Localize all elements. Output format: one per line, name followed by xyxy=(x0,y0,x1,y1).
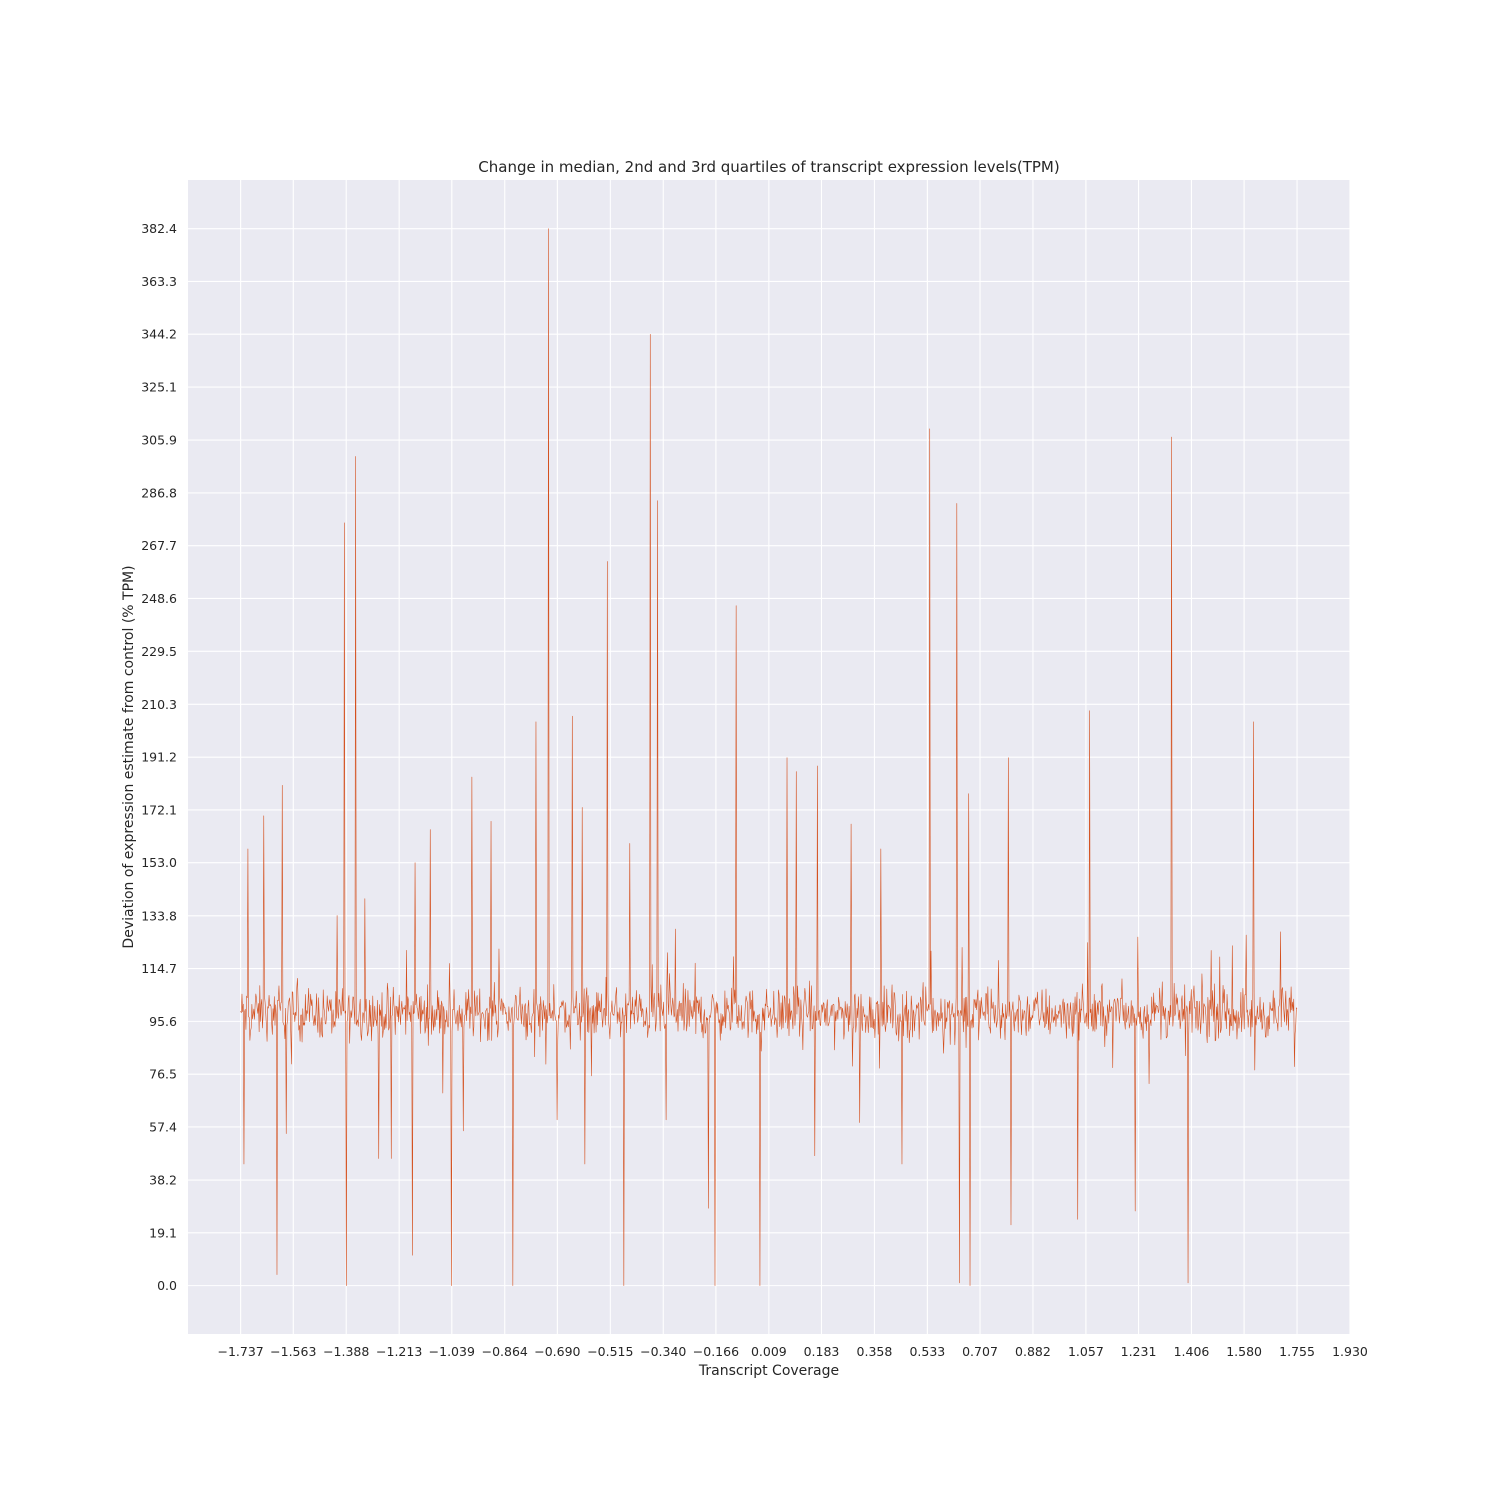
y-tick-label: 363.3 xyxy=(141,274,177,289)
x-tick-label: 0.358 xyxy=(857,1344,893,1359)
x-tick-label: 1.580 xyxy=(1226,1344,1262,1359)
x-tick-label: 1.057 xyxy=(1068,1344,1104,1359)
x-tick-labels: −1.737 −1.563 −1.388 −1.213 −1.039 −0.864 −0.6… xyxy=(218,1344,1368,1359)
y-tick-label: 133.8 xyxy=(141,908,177,923)
x-tick-label: 1.406 xyxy=(1174,1344,1210,1359)
x-tick-label: −1.388 xyxy=(323,1344,369,1359)
y-tick-label: 382.4 xyxy=(141,221,177,236)
x-tick-label: −1.039 xyxy=(429,1344,475,1359)
y-tick-label: 172.1 xyxy=(141,802,177,817)
y-tick-label: 286.8 xyxy=(141,485,177,500)
y-axis-label: Deviation of expression estimate from co… xyxy=(121,565,137,948)
y-tick-label: 153.0 xyxy=(141,855,177,870)
x-tick-label: 0.009 xyxy=(751,1344,787,1359)
x-tick-label: 1.231 xyxy=(1121,1344,1157,1359)
y-tick-label: 191.2 xyxy=(141,750,177,765)
x-tick-label: −0.690 xyxy=(534,1344,580,1359)
y-tick-label: 38.2 xyxy=(149,1173,177,1188)
y-tick-label: 229.5 xyxy=(141,644,177,659)
x-tick-label: 0.707 xyxy=(962,1344,998,1359)
y-tick-label: 210.3 xyxy=(141,697,177,712)
y-tick-labels: 0.0 19.1 38.2 57.4 76.5 95.6 114.7 133.8 153.0 17… xyxy=(141,221,177,1293)
x-tick-label: 0.183 xyxy=(804,1344,840,1359)
gridlines xyxy=(188,180,1351,1334)
x-tick-label: 0.882 xyxy=(1015,1344,1051,1359)
y-tick-label: 248.6 xyxy=(141,591,177,606)
y-tick-label: 267.7 xyxy=(141,538,177,553)
y-tick-label: 57.4 xyxy=(149,1119,177,1134)
y-tick-label: 114.7 xyxy=(141,961,177,976)
y-tick-label: 344.2 xyxy=(141,327,177,342)
y-tick-label: 95.6 xyxy=(149,1014,177,1029)
series-line xyxy=(240,228,1298,1286)
x-tick-label: −0.166 xyxy=(693,1344,739,1359)
x-tick-label: −0.515 xyxy=(587,1344,633,1359)
x-tick-label: 1.755 xyxy=(1279,1344,1315,1359)
x-tick-label: −1.737 xyxy=(218,1344,264,1359)
x-tick-label: 0.533 xyxy=(909,1344,945,1359)
x-tick-label: −1.563 xyxy=(270,1344,316,1359)
chart-title: Change in median, 2nd and 3rd quartiles … xyxy=(478,158,1059,176)
y-tick-label: 76.5 xyxy=(149,1067,177,1082)
x-tick-label: 1.930 xyxy=(1332,1344,1368,1359)
y-tick-label: 325.1 xyxy=(141,380,177,395)
y-tick-label: 0.0 xyxy=(157,1278,177,1293)
y-tick-label: 305.9 xyxy=(141,433,177,448)
x-tick-label: −0.340 xyxy=(640,1344,686,1359)
y-tick-label: 19.1 xyxy=(149,1225,177,1240)
x-tick-label: −1.213 xyxy=(376,1344,422,1359)
x-tick-label: −0.864 xyxy=(482,1344,528,1359)
x-axis-label: Transcript Coverage xyxy=(698,1363,839,1379)
